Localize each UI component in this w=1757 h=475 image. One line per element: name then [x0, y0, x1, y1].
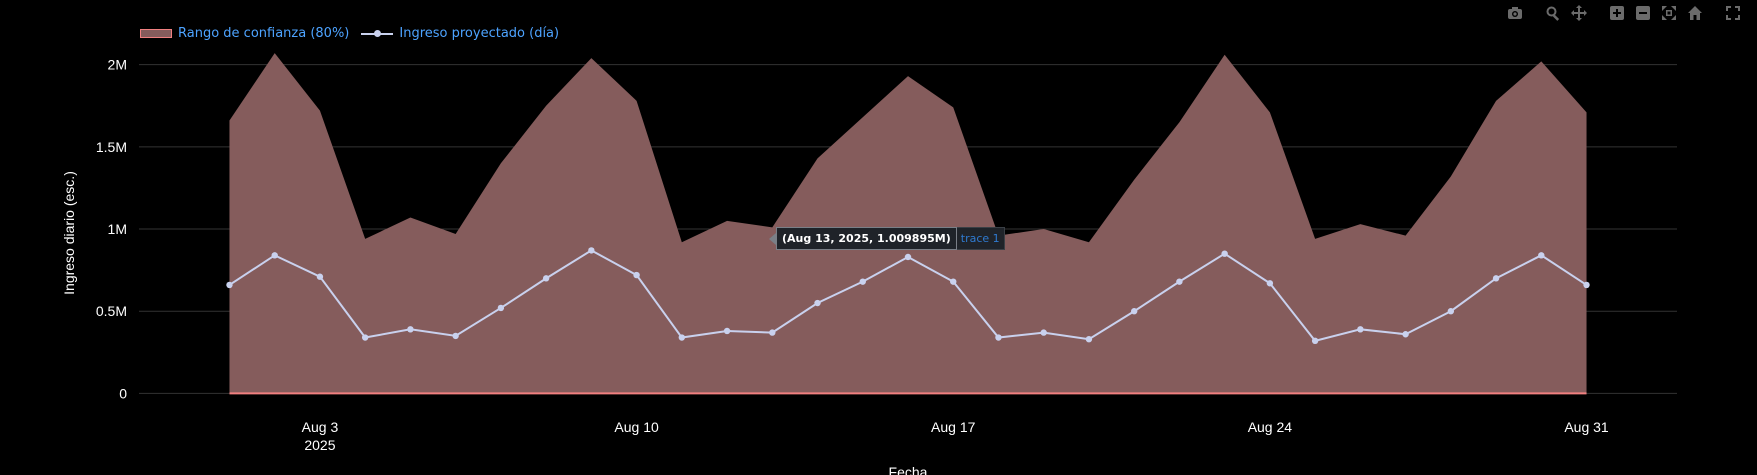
projection-point[interactable]	[633, 271, 640, 279]
projection-point[interactable]	[1447, 308, 1455, 315]
projection-point[interactable]	[814, 299, 821, 307]
projection-point[interactable]	[859, 278, 866, 285]
x-axis-ticks: Aug 3 2025 Aug 10 Aug 17 Aug 24 Aug 31	[302, 419, 1609, 453]
x-tick-label: Aug 10	[614, 419, 659, 435]
projection-point[interactable]	[452, 332, 459, 340]
projection-point[interactable]	[950, 278, 957, 285]
projection-point[interactable]	[723, 327, 731, 335]
legend-swatch-line	[361, 27, 394, 41]
zoom-out-icon[interactable]	[1631, 2, 1655, 24]
x-tick-label: Aug 17	[931, 419, 976, 435]
x-tick-label: Aug 24	[1248, 419, 1293, 435]
projection-point[interactable]	[1311, 337, 1319, 345]
projection-point[interactable]	[588, 247, 595, 254]
zoom-in-icon[interactable]	[1605, 2, 1629, 24]
x-tick-label: Aug 3	[302, 419, 339, 435]
y-axis-ticks: 0 0.5M 1M 1.5M 2M	[96, 57, 127, 402]
x-tick-label: Aug 31	[1564, 419, 1609, 435]
hover-trace-name: trace 1	[956, 227, 1005, 250]
projection-point[interactable]	[1085, 335, 1093, 343]
projection-point[interactable]	[1130, 308, 1138, 315]
projection-point[interactable]	[497, 304, 505, 312]
y-tick-label: 2M	[108, 57, 127, 73]
hover-arrow	[769, 233, 776, 245]
projection-point[interactable]	[361, 334, 369, 341]
legend-item-confidence[interactable]: Rango de confianza (80%)	[140, 26, 349, 41]
pan-icon[interactable]	[1567, 2, 1591, 24]
y-tick-label: 1.5M	[96, 139, 127, 155]
y-tick-label: 1M	[108, 221, 127, 237]
projection-point[interactable]	[995, 334, 1002, 341]
legend-label-confidence: Rango de confianza (80%)	[178, 26, 350, 41]
home-icon[interactable]	[1683, 2, 1707, 24]
legend-label-projection: Ingreso proyectado (día)	[399, 26, 560, 41]
projection-line	[226, 247, 1590, 345]
projection-point[interactable]	[1040, 329, 1047, 336]
legend: Rango de confianza (80%) Ingreso proyect…	[140, 26, 571, 41]
projection-point[interactable]	[407, 326, 414, 333]
projection-point[interactable]	[1538, 252, 1545, 259]
x-axis-label: Fecha	[889, 464, 928, 475]
y-tick-label: 0	[119, 385, 127, 401]
projection-point[interactable]	[769, 329, 776, 336]
hover-tooltip: (Aug 13, 2025, 1.009895M) trace 1	[769, 227, 1005, 250]
x-tick-sublabel: 2025	[304, 437, 335, 453]
projection-point[interactable]	[1266, 280, 1274, 287]
projection-point[interactable]	[226, 281, 233, 289]
projection-point[interactable]	[316, 273, 324, 280]
projection-point[interactable]	[1221, 250, 1228, 257]
hover-value: (Aug 13, 2025, 1.009895M)	[776, 227, 957, 250]
projection-point[interactable]	[1176, 278, 1183, 285]
projection-point[interactable]	[1492, 275, 1500, 282]
y-axis-label: Ingreso diario (esc.)	[61, 171, 77, 295]
modebar	[1503, 2, 1745, 24]
projection-point[interactable]	[1402, 331, 1409, 338]
autoscale-icon[interactable]	[1657, 2, 1681, 24]
projection-point[interactable]	[1357, 326, 1364, 333]
projection-point[interactable]	[542, 275, 550, 282]
projection-point[interactable]	[904, 253, 912, 261]
projection-point[interactable]	[271, 252, 278, 259]
projection-point[interactable]	[1583, 281, 1590, 289]
projection-point[interactable]	[678, 334, 686, 341]
legend-item-projection[interactable]: Ingreso proyectado (día)	[361, 26, 559, 41]
camera-icon[interactable]	[1503, 2, 1527, 24]
zoom-icon[interactable]	[1541, 2, 1565, 24]
y-tick-label: 0.5M	[96, 303, 127, 319]
confidence-band-area	[229, 53, 1587, 394]
confidence-band	[229, 53, 1587, 395]
legend-swatch-band	[140, 29, 172, 38]
fullscreen-icon[interactable]	[1721, 2, 1745, 24]
